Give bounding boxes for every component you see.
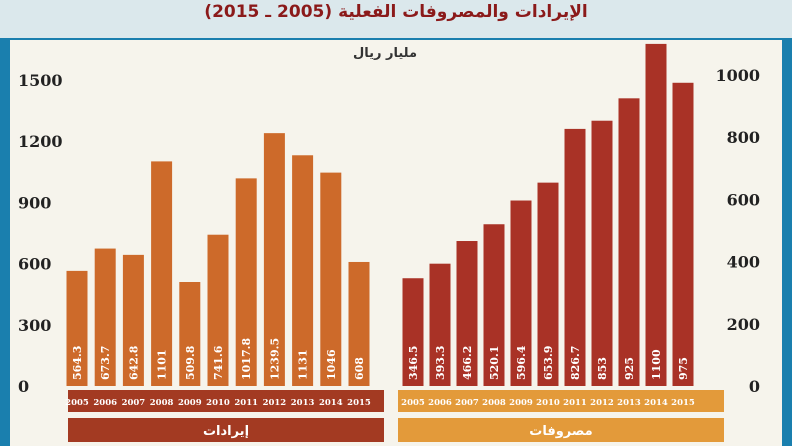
bar	[429, 263, 451, 386]
y-tick-label: 0	[749, 377, 760, 396]
x-tick-label: 2005	[65, 398, 89, 408]
data-label: 826.7	[569, 346, 582, 380]
x-tick-label: 2014	[644, 398, 668, 408]
x-tick-label: 2006	[93, 398, 117, 408]
x-tick-label: 2014	[319, 398, 343, 408]
chart-title: الإيرادات والمصروفات الفعلية (2005 ـ 201…	[204, 2, 588, 22]
bar	[179, 282, 201, 386]
data-label: 564.3	[71, 346, 84, 380]
data-label: 346.5	[407, 346, 420, 380]
bar	[122, 254, 144, 386]
data-label: 1100	[650, 349, 663, 380]
x-tick-label: 2009	[509, 398, 533, 408]
data-label: 741.6	[212, 345, 225, 380]
x-tick-label: 2005	[401, 398, 425, 408]
bar	[320, 172, 342, 386]
y-tick-label: 400	[727, 253, 760, 272]
x-tick-label: 2007	[122, 398, 146, 408]
x-tick-label: 2006	[428, 398, 452, 408]
data-label: 853	[596, 357, 609, 380]
y-tick-label: 1500	[18, 71, 63, 90]
y-tick-label: 200	[727, 315, 760, 334]
bar	[618, 98, 640, 386]
data-label: 925	[623, 357, 636, 380]
series-label: مصروفات	[529, 424, 592, 439]
x-tick-label: 2010	[206, 398, 230, 408]
bar	[292, 155, 314, 386]
series-label-band	[398, 418, 724, 442]
x-tick-label: 2015	[347, 398, 371, 408]
x-tick-label: 2010	[536, 398, 560, 408]
x-tick-label: 2012	[590, 398, 614, 408]
y-tick-label: 1000	[715, 66, 760, 85]
bar	[263, 133, 285, 386]
y-tick-label: 900	[18, 193, 51, 212]
bar	[348, 261, 370, 386]
y-tick-label: 600	[727, 190, 760, 209]
bar	[207, 234, 229, 386]
y-tick-label: 300	[18, 316, 51, 335]
bar	[483, 224, 505, 386]
data-label: 1017.8	[240, 338, 253, 380]
title-bar: الإيرادات والمصروفات الفعلية (2005 ـ 201…	[0, 0, 792, 38]
data-label: 975	[677, 357, 690, 380]
y-tick-label: 1200	[18, 132, 63, 151]
x-tick-label: 2007	[455, 398, 479, 408]
bar	[66, 270, 88, 386]
data-label: 1046	[325, 349, 338, 380]
year-band	[398, 390, 724, 412]
data-label: 653.9	[542, 346, 555, 380]
bar	[645, 43, 667, 387]
x-tick-label: 2009	[178, 398, 202, 408]
unit-label: مليار ريال	[352, 46, 418, 61]
data-label: 509.8	[184, 345, 197, 380]
y-tick-label: 0	[18, 377, 29, 396]
x-tick-label: 2012	[263, 398, 287, 408]
data-label: 466.2	[461, 346, 474, 380]
x-tick-label: 2015	[671, 398, 695, 408]
bar	[151, 161, 173, 386]
bar	[510, 200, 532, 386]
x-tick-label: 2013	[291, 398, 315, 408]
y-tick-label: 600	[18, 255, 51, 274]
x-tick-label: 2008	[482, 398, 506, 408]
data-label: 608	[353, 357, 366, 380]
data-label: 642.8	[127, 345, 140, 380]
y-tick-label: 800	[727, 128, 760, 147]
bar	[402, 278, 424, 386]
x-tick-label: 2013	[617, 398, 641, 408]
series-label: إيرادات	[203, 424, 249, 439]
x-tick-label: 2011	[234, 398, 258, 408]
x-tick-label: 2011	[563, 398, 587, 408]
data-label: 1131	[297, 349, 310, 380]
data-label: 393.3	[434, 346, 447, 380]
series-label-band	[68, 418, 384, 442]
data-label: 520.1	[488, 346, 501, 380]
data-label: 673.7	[99, 346, 112, 380]
bar	[94, 248, 116, 386]
data-label: 596.4	[515, 345, 528, 380]
bar	[456, 241, 478, 386]
data-label: 1101	[156, 349, 169, 380]
bar	[672, 82, 694, 387]
year-band	[68, 390, 384, 412]
bar	[564, 128, 586, 386]
bar	[537, 182, 559, 386]
bar	[235, 178, 257, 386]
data-label: 1239.5	[268, 338, 281, 380]
x-tick-label: 2008	[150, 398, 174, 408]
bar	[591, 120, 613, 386]
